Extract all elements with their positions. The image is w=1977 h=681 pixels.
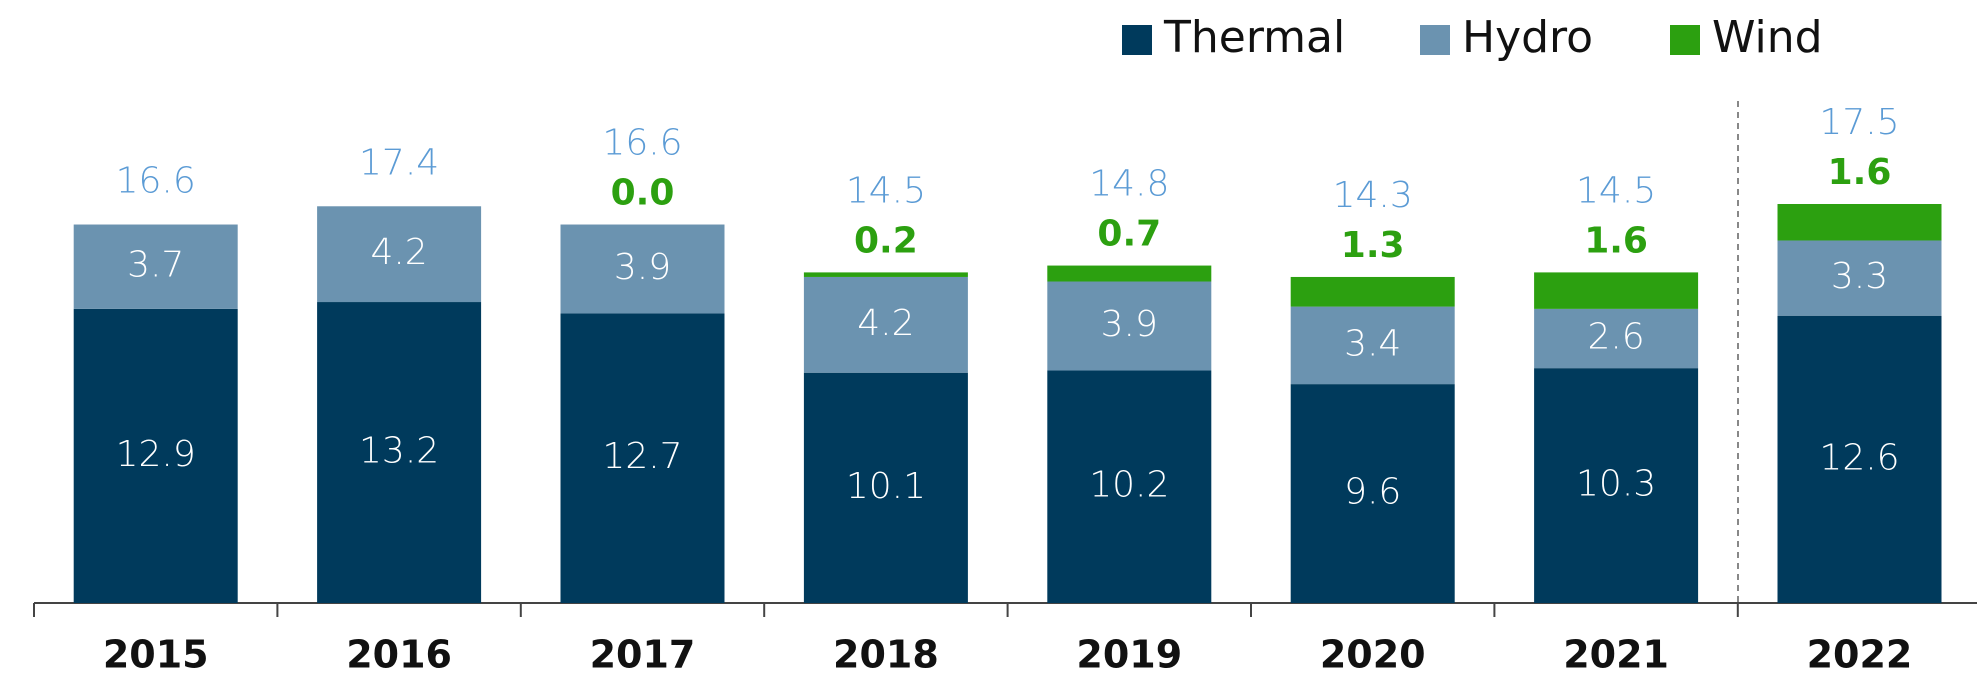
legend-swatch xyxy=(1122,25,1152,55)
x-tick-label: 2018 xyxy=(833,633,939,677)
bar-segment xyxy=(560,224,725,314)
total-label: 17.4 xyxy=(359,142,439,183)
total-label: 17.5 xyxy=(1819,102,1899,143)
segment-label: 4.2 xyxy=(370,232,427,273)
segment-label: 12.6 xyxy=(1819,437,1899,478)
total-label: 14.5 xyxy=(1576,170,1656,211)
x-tick-label: 2020 xyxy=(1320,633,1426,677)
bar-segment xyxy=(1047,265,1212,282)
segment-label: 3.9 xyxy=(1101,304,1158,345)
bar-segment xyxy=(1290,276,1455,307)
bar-segment xyxy=(803,276,968,373)
segment-label: 3.9 xyxy=(614,247,671,288)
segment-label: 13.2 xyxy=(359,431,439,472)
total-label: 14.3 xyxy=(1333,175,1413,216)
segment-label: 3.3 xyxy=(1831,256,1888,297)
segment-label: 10.2 xyxy=(1089,465,1169,506)
bar-segment xyxy=(1290,384,1455,603)
wind-label: 0.7 xyxy=(1097,214,1161,255)
total-label: 16.6 xyxy=(116,161,196,202)
wind-label: 0.0 xyxy=(611,173,675,214)
bar-segment xyxy=(1534,368,1699,603)
bar-segment xyxy=(73,224,238,309)
bar-segment xyxy=(317,206,482,303)
bar-segment xyxy=(1777,315,1942,603)
segment-label: 4.2 xyxy=(857,303,914,344)
bar-segment xyxy=(1534,272,1699,309)
x-tick-label: 2015 xyxy=(103,633,209,677)
x-tick-label: 2022 xyxy=(1807,633,1913,677)
legend-label: Hydro xyxy=(1462,12,1593,63)
wind-label: 0.2 xyxy=(854,220,918,261)
segment-label: 10.1 xyxy=(846,466,926,507)
wind-label: 1.3 xyxy=(1341,225,1405,266)
segment-label: 3.4 xyxy=(1344,323,1401,364)
total-label: 14.8 xyxy=(1089,164,1169,205)
total-label: 16.6 xyxy=(602,123,682,164)
total-label: 14.5 xyxy=(846,170,926,211)
x-tick-label: 2017 xyxy=(590,633,696,677)
bar-segment xyxy=(317,302,482,603)
bar-segment xyxy=(73,308,238,603)
bar-segment xyxy=(560,313,725,603)
wind-label: 1.6 xyxy=(1584,220,1648,261)
segment-label: 3.7 xyxy=(127,245,184,286)
bar-segment xyxy=(1777,204,1942,241)
segment-label: 10.3 xyxy=(1576,464,1656,505)
segment-label: 12.7 xyxy=(602,436,682,477)
bar-segment xyxy=(1777,240,1942,316)
bar-segment xyxy=(803,272,968,277)
x-tick-label: 2016 xyxy=(346,633,452,677)
legend-swatch xyxy=(1420,25,1450,55)
wind-label: 1.6 xyxy=(1828,152,1892,193)
x-tick-label: 2021 xyxy=(1563,633,1669,677)
legend-label: Thermal xyxy=(1163,12,1345,63)
x-tick-label: 2019 xyxy=(1076,633,1182,677)
bar-segment xyxy=(1534,308,1699,369)
segment-label: 9.6 xyxy=(1344,472,1401,513)
legend-label: Wind xyxy=(1712,12,1823,63)
legend-swatch xyxy=(1670,25,1700,55)
bar-segment xyxy=(1290,306,1455,385)
bar-segment xyxy=(1047,281,1212,371)
segment-label: 2.6 xyxy=(1587,317,1644,358)
bar-segment xyxy=(803,372,968,603)
bar-segment xyxy=(1047,370,1212,603)
segment-label: 12.9 xyxy=(116,434,196,475)
